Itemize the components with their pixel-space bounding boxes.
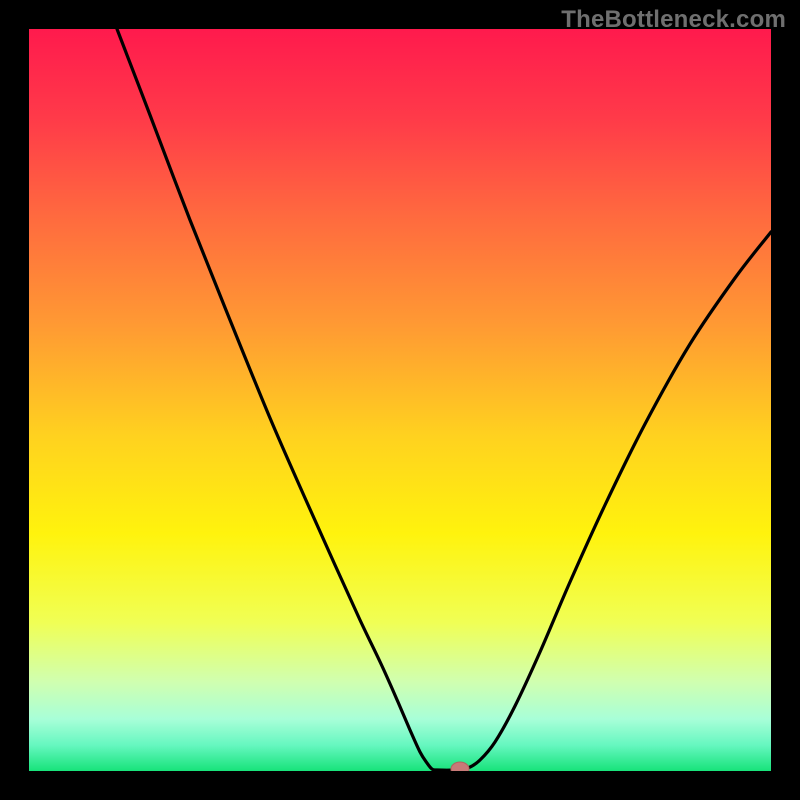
- bottleneck-chart: [0, 0, 800, 800]
- chart-canvas: TheBottleneck.com: [0, 0, 800, 800]
- watermark-text: TheBottleneck.com: [561, 6, 786, 34]
- chart-background-gradient: [29, 29, 771, 771]
